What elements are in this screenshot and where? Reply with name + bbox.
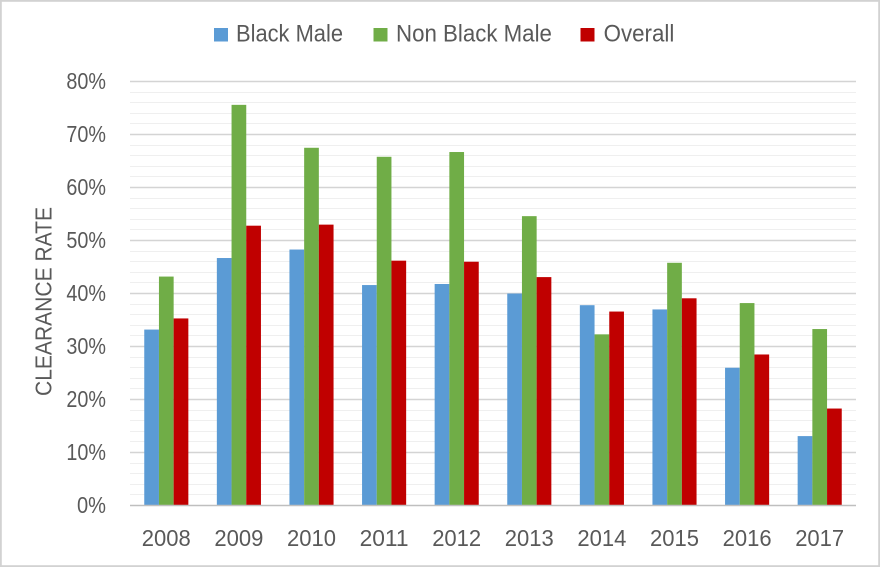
svg-text:30%: 30% (66, 333, 106, 359)
svg-text:60%: 60% (66, 174, 106, 200)
svg-text:10%: 10% (66, 439, 106, 465)
svg-text:Black Male: Black Male (236, 21, 343, 48)
svg-text:2012: 2012 (432, 525, 481, 551)
svg-text:70%: 70% (66, 121, 106, 147)
svg-text:2017: 2017 (795, 525, 844, 551)
svg-text:2016: 2016 (723, 525, 772, 551)
svg-text:0%: 0% (77, 492, 106, 518)
svg-text:2009: 2009 (214, 525, 263, 551)
svg-text:2013: 2013 (505, 525, 554, 551)
svg-text:2010: 2010 (287, 525, 336, 551)
svg-text:Non Black Male: Non Black Male (396, 21, 552, 48)
svg-text:2015: 2015 (650, 525, 699, 551)
svg-text:20%: 20% (66, 386, 106, 412)
svg-text:CLEARANCE RATE: CLEARANCE RATE (31, 207, 57, 396)
svg-text:2011: 2011 (360, 525, 409, 551)
svg-text:50%: 50% (66, 227, 106, 253)
svg-text:2014: 2014 (577, 525, 626, 551)
svg-text:2008: 2008 (142, 525, 191, 551)
svg-text:40%: 40% (66, 280, 106, 306)
svg-text:80%: 80% (66, 68, 106, 94)
svg-text:Overall: Overall (604, 21, 675, 48)
